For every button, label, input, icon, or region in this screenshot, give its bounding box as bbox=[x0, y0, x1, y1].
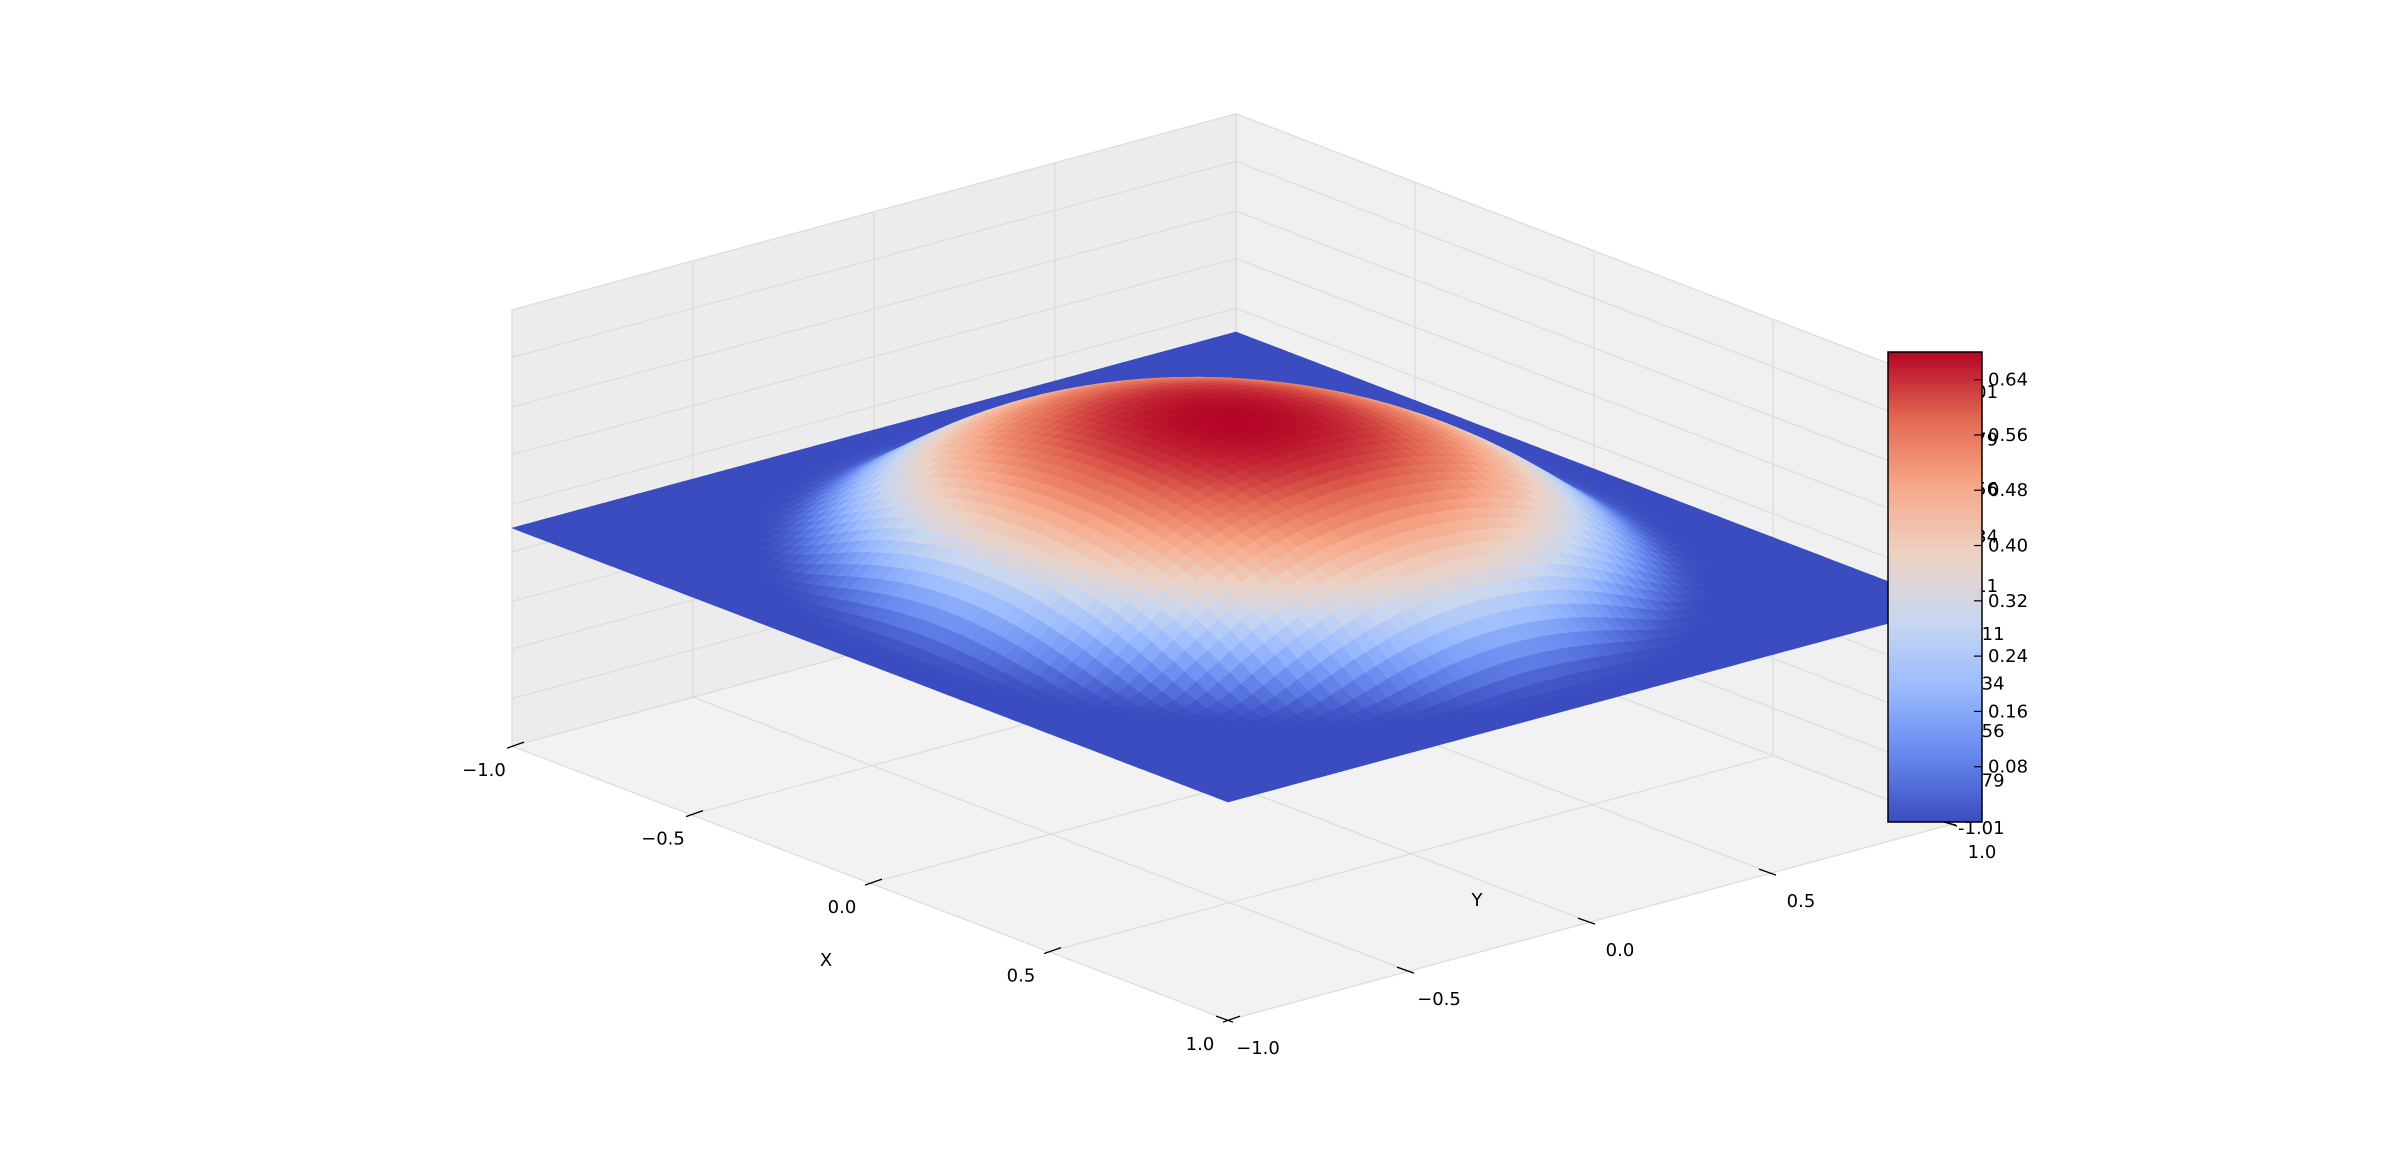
y-tick-label: 0.0 bbox=[1606, 940, 1635, 961]
grid-line-z-left bbox=[511, 257, 1237, 456]
grid-line-z-right bbox=[1235, 113, 1953, 389]
y-tick-label: 1.0 bbox=[1968, 842, 1997, 863]
y-tick-label: −1.0 bbox=[1236, 1038, 1280, 1059]
grid-line-z-right bbox=[1235, 307, 1953, 583]
x-tick-label: 0.5 bbox=[1007, 966, 1036, 987]
x-tick-label: 0.0 bbox=[828, 897, 857, 918]
colorbar-tick-label: 0.64 bbox=[1988, 370, 2028, 391]
x-tick-label: 1.0 bbox=[1186, 1034, 1215, 1055]
y-tick-label: 0.5 bbox=[1787, 891, 1816, 912]
y-tick-label: −0.5 bbox=[1417, 989, 1461, 1010]
colorbar-gradient bbox=[1888, 352, 1982, 822]
grid-line-z-left bbox=[511, 210, 1237, 408]
grid-line-z-right bbox=[1235, 210, 1953, 486]
grid-line-z-right bbox=[1235, 160, 1953, 436]
grid-line-z-left bbox=[511, 113, 1237, 311]
grid-line-z-left bbox=[511, 160, 1237, 358]
grid-line-z-right bbox=[1235, 257, 1953, 534]
grid-line-y-floor bbox=[692, 696, 1410, 972]
colorbar-tick-label: 0.40 bbox=[1988, 536, 2028, 557]
y-axis-label: Y bbox=[1471, 890, 1484, 911]
colorbar-tick-label: 0.48 bbox=[1988, 480, 2028, 501]
colorbar: 0.08 0.16 0.24 0.32 0.40 0.48 0.56 0.64 bbox=[1887, 351, 2028, 823]
x-tick-label: −0.5 bbox=[641, 829, 685, 850]
x-axis-label: X bbox=[820, 950, 832, 971]
colorbar-tick-label: 0.08 bbox=[1988, 757, 2028, 778]
colorbar-tick-label: 0.16 bbox=[1988, 701, 2028, 722]
colorbar-tick-label: 0.56 bbox=[1988, 425, 2028, 446]
colorbar-tick-label: 0.32 bbox=[1988, 591, 2028, 612]
x-tick-label: −1.0 bbox=[462, 760, 506, 781]
grid-line-z-left bbox=[511, 307, 1237, 505]
surface-mesh bbox=[511, 331, 1953, 803]
colorbar-tick-label: 0.24 bbox=[1988, 646, 2028, 667]
